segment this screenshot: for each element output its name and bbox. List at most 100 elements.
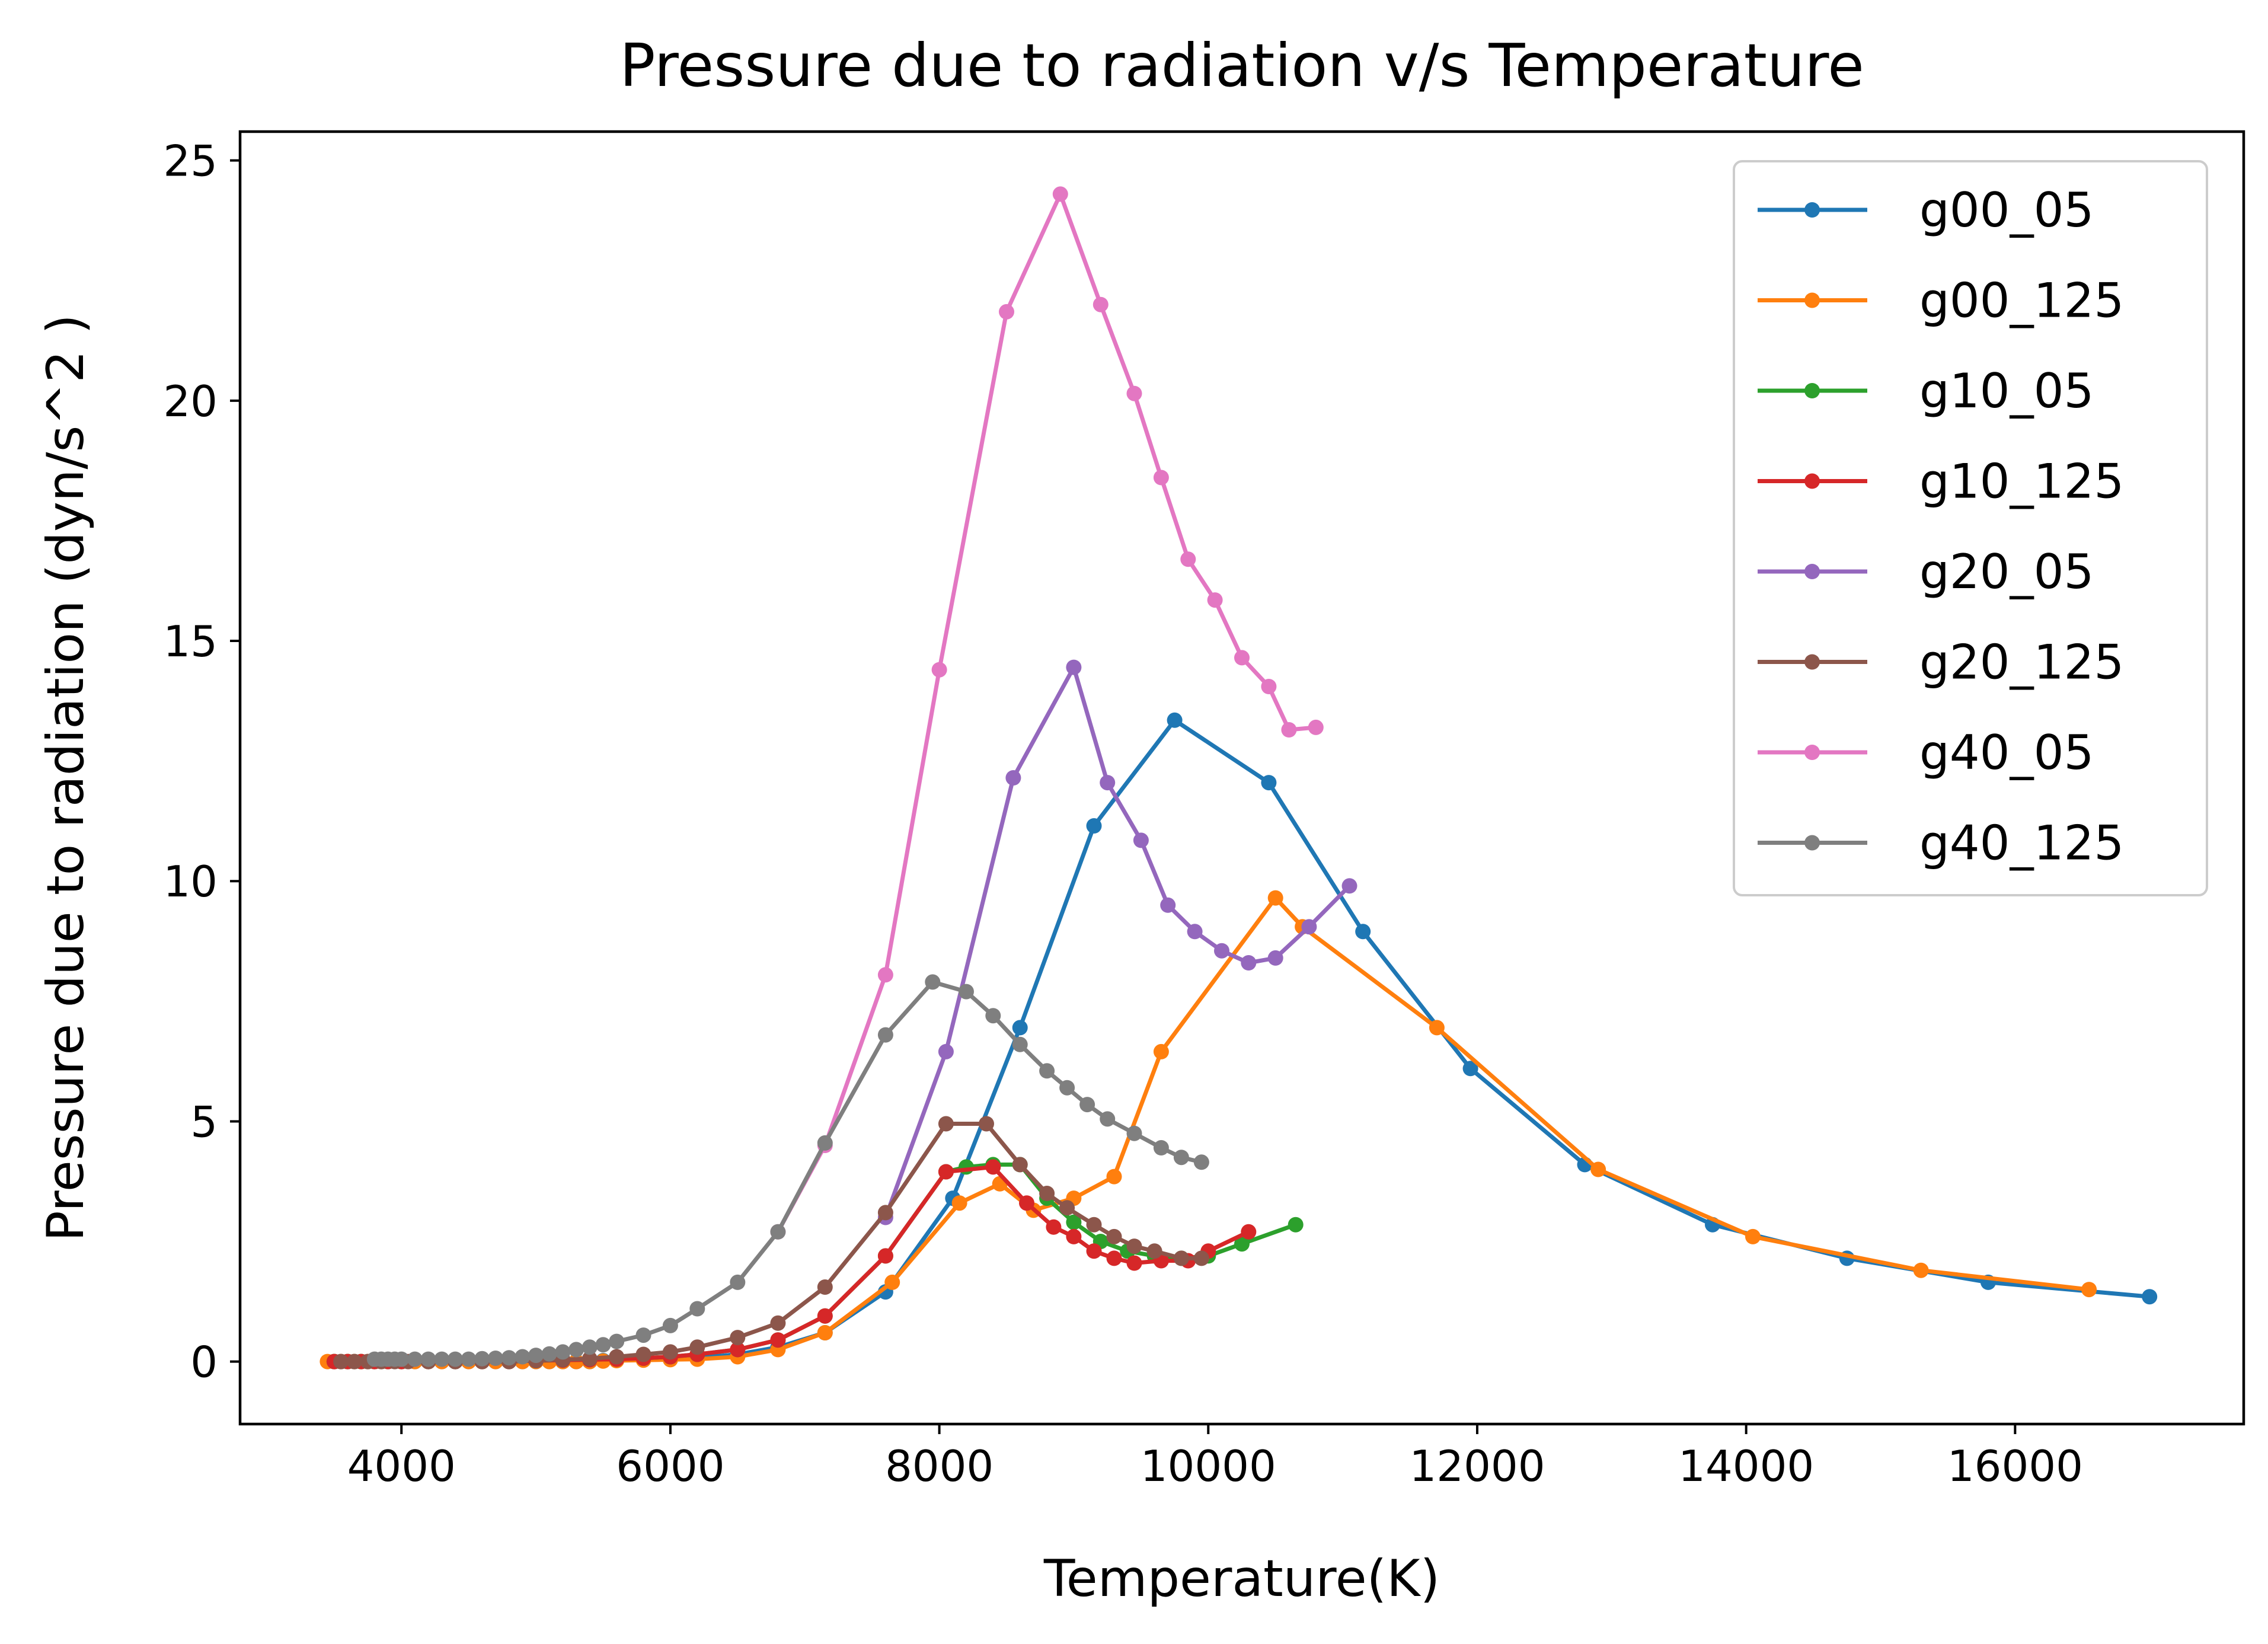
legend-entry-g20_125: g20_125 (1758, 635, 2124, 690)
data-point (959, 984, 974, 1000)
legend-swatch-marker (1804, 745, 1820, 760)
data-point (515, 1349, 531, 1365)
data-point (817, 1308, 833, 1324)
data-point (1193, 1250, 1209, 1266)
x-tick-label: 14000 (1678, 1441, 1814, 1491)
data-point (1462, 1061, 1478, 1077)
data-point (1019, 1195, 1034, 1211)
data-point (635, 1346, 651, 1362)
data-point (582, 1339, 598, 1355)
y-tick-label: 0 (190, 1337, 218, 1387)
data-point (1012, 1157, 1028, 1173)
plot-frame (238, 130, 2245, 1426)
data-point (1281, 722, 1297, 738)
data-point (938, 1164, 954, 1180)
legend-label: g20_05 (1919, 544, 2094, 599)
data-point (1341, 878, 1357, 894)
data-point (635, 1327, 651, 1343)
x-tick-label: 6000 (616, 1441, 724, 1491)
data-point (528, 1348, 544, 1364)
data-point (938, 1043, 954, 1059)
data-point (1241, 955, 1257, 971)
data-point (1059, 1080, 1075, 1096)
data-point (730, 1342, 746, 1358)
x-axis-label: Temperature(K) (1043, 1549, 1440, 1608)
y-tick-label: 20 (163, 376, 218, 426)
data-point (662, 1344, 678, 1360)
data-point (662, 1317, 678, 1333)
data-point (985, 1008, 1001, 1024)
data-point (1234, 1236, 1250, 1252)
data-point (1207, 592, 1223, 608)
data-point (461, 1351, 477, 1367)
data-point (925, 974, 941, 990)
data-point (1745, 1228, 1761, 1244)
data-point (1153, 470, 1169, 486)
data-point (770, 1224, 786, 1240)
data-point (1066, 659, 1082, 675)
legend-swatch-marker (1804, 292, 1820, 308)
data-point (1167, 712, 1183, 728)
data-point (1106, 1250, 1122, 1266)
legend-frame (1733, 160, 2208, 896)
x-tick-label: 12000 (1409, 1441, 1545, 1491)
data-point (877, 967, 893, 983)
x-tick-label: 16000 (1947, 1441, 2083, 1491)
data-point (609, 1349, 625, 1365)
data-point (1913, 1262, 1929, 1278)
data-point (2142, 1289, 2158, 1305)
x-tick-label: 10000 (1141, 1441, 1276, 1491)
y-tick-label: 25 (163, 136, 218, 186)
data-point (1214, 943, 1229, 959)
data-point (1173, 1250, 1189, 1266)
data-point (1086, 1243, 1102, 1259)
data-point (1059, 1200, 1075, 1216)
data-point (1126, 1238, 1142, 1254)
data-point (1267, 890, 1283, 906)
legend: g00_05 g00_125 g10_05 g10_125 g20_05 g20_125g… (1733, 160, 2208, 896)
data-point (346, 1353, 362, 1370)
data-point (951, 1195, 967, 1211)
data-point (1153, 1140, 1169, 1155)
data-point (568, 1342, 584, 1358)
data-point (1106, 1228, 1122, 1244)
legend-swatch-marker (1804, 383, 1820, 398)
data-point (1133, 832, 1149, 848)
legend-label: g00_05 (1919, 183, 2094, 238)
series-g40_125 (366, 974, 1209, 1367)
data-point (333, 1353, 349, 1370)
legend-entry-g20_05: g20_05 (1758, 544, 2094, 599)
legend-label: g20_125 (1919, 635, 2124, 690)
data-point (582, 1351, 598, 1367)
data-point (817, 1325, 833, 1340)
y-tick-label: 15 (163, 617, 218, 666)
data-point (1039, 1063, 1055, 1079)
data-point (1267, 950, 1283, 966)
data-point (1086, 1217, 1102, 1233)
data-point (1153, 1043, 1169, 1059)
legend-swatch-marker (1804, 835, 1820, 851)
data-point (1012, 1036, 1028, 1052)
x-tick-label: 4000 (347, 1441, 456, 1491)
data-point (1261, 775, 1277, 791)
data-point (1193, 1154, 1209, 1170)
legend-entry-g10_125: g10_125 (1758, 454, 2124, 509)
legend-label: g40_05 (1919, 725, 2094, 780)
data-point (434, 1351, 450, 1367)
data-point (1039, 1186, 1055, 1201)
data-point (1012, 1020, 1028, 1036)
data-point (938, 1116, 954, 1132)
data-point (420, 1351, 436, 1367)
data-point (1241, 1224, 1257, 1240)
data-point (817, 1135, 833, 1151)
data-point (1261, 679, 1277, 694)
data-point (999, 304, 1014, 320)
data-point (730, 1274, 746, 1290)
data-point (877, 1205, 893, 1221)
data-point (1173, 1150, 1189, 1166)
legend-swatch-marker (1804, 654, 1820, 670)
data-point (689, 1301, 705, 1317)
data-point (1079, 1097, 1095, 1113)
legend-label: g40_125 (1919, 816, 2124, 871)
